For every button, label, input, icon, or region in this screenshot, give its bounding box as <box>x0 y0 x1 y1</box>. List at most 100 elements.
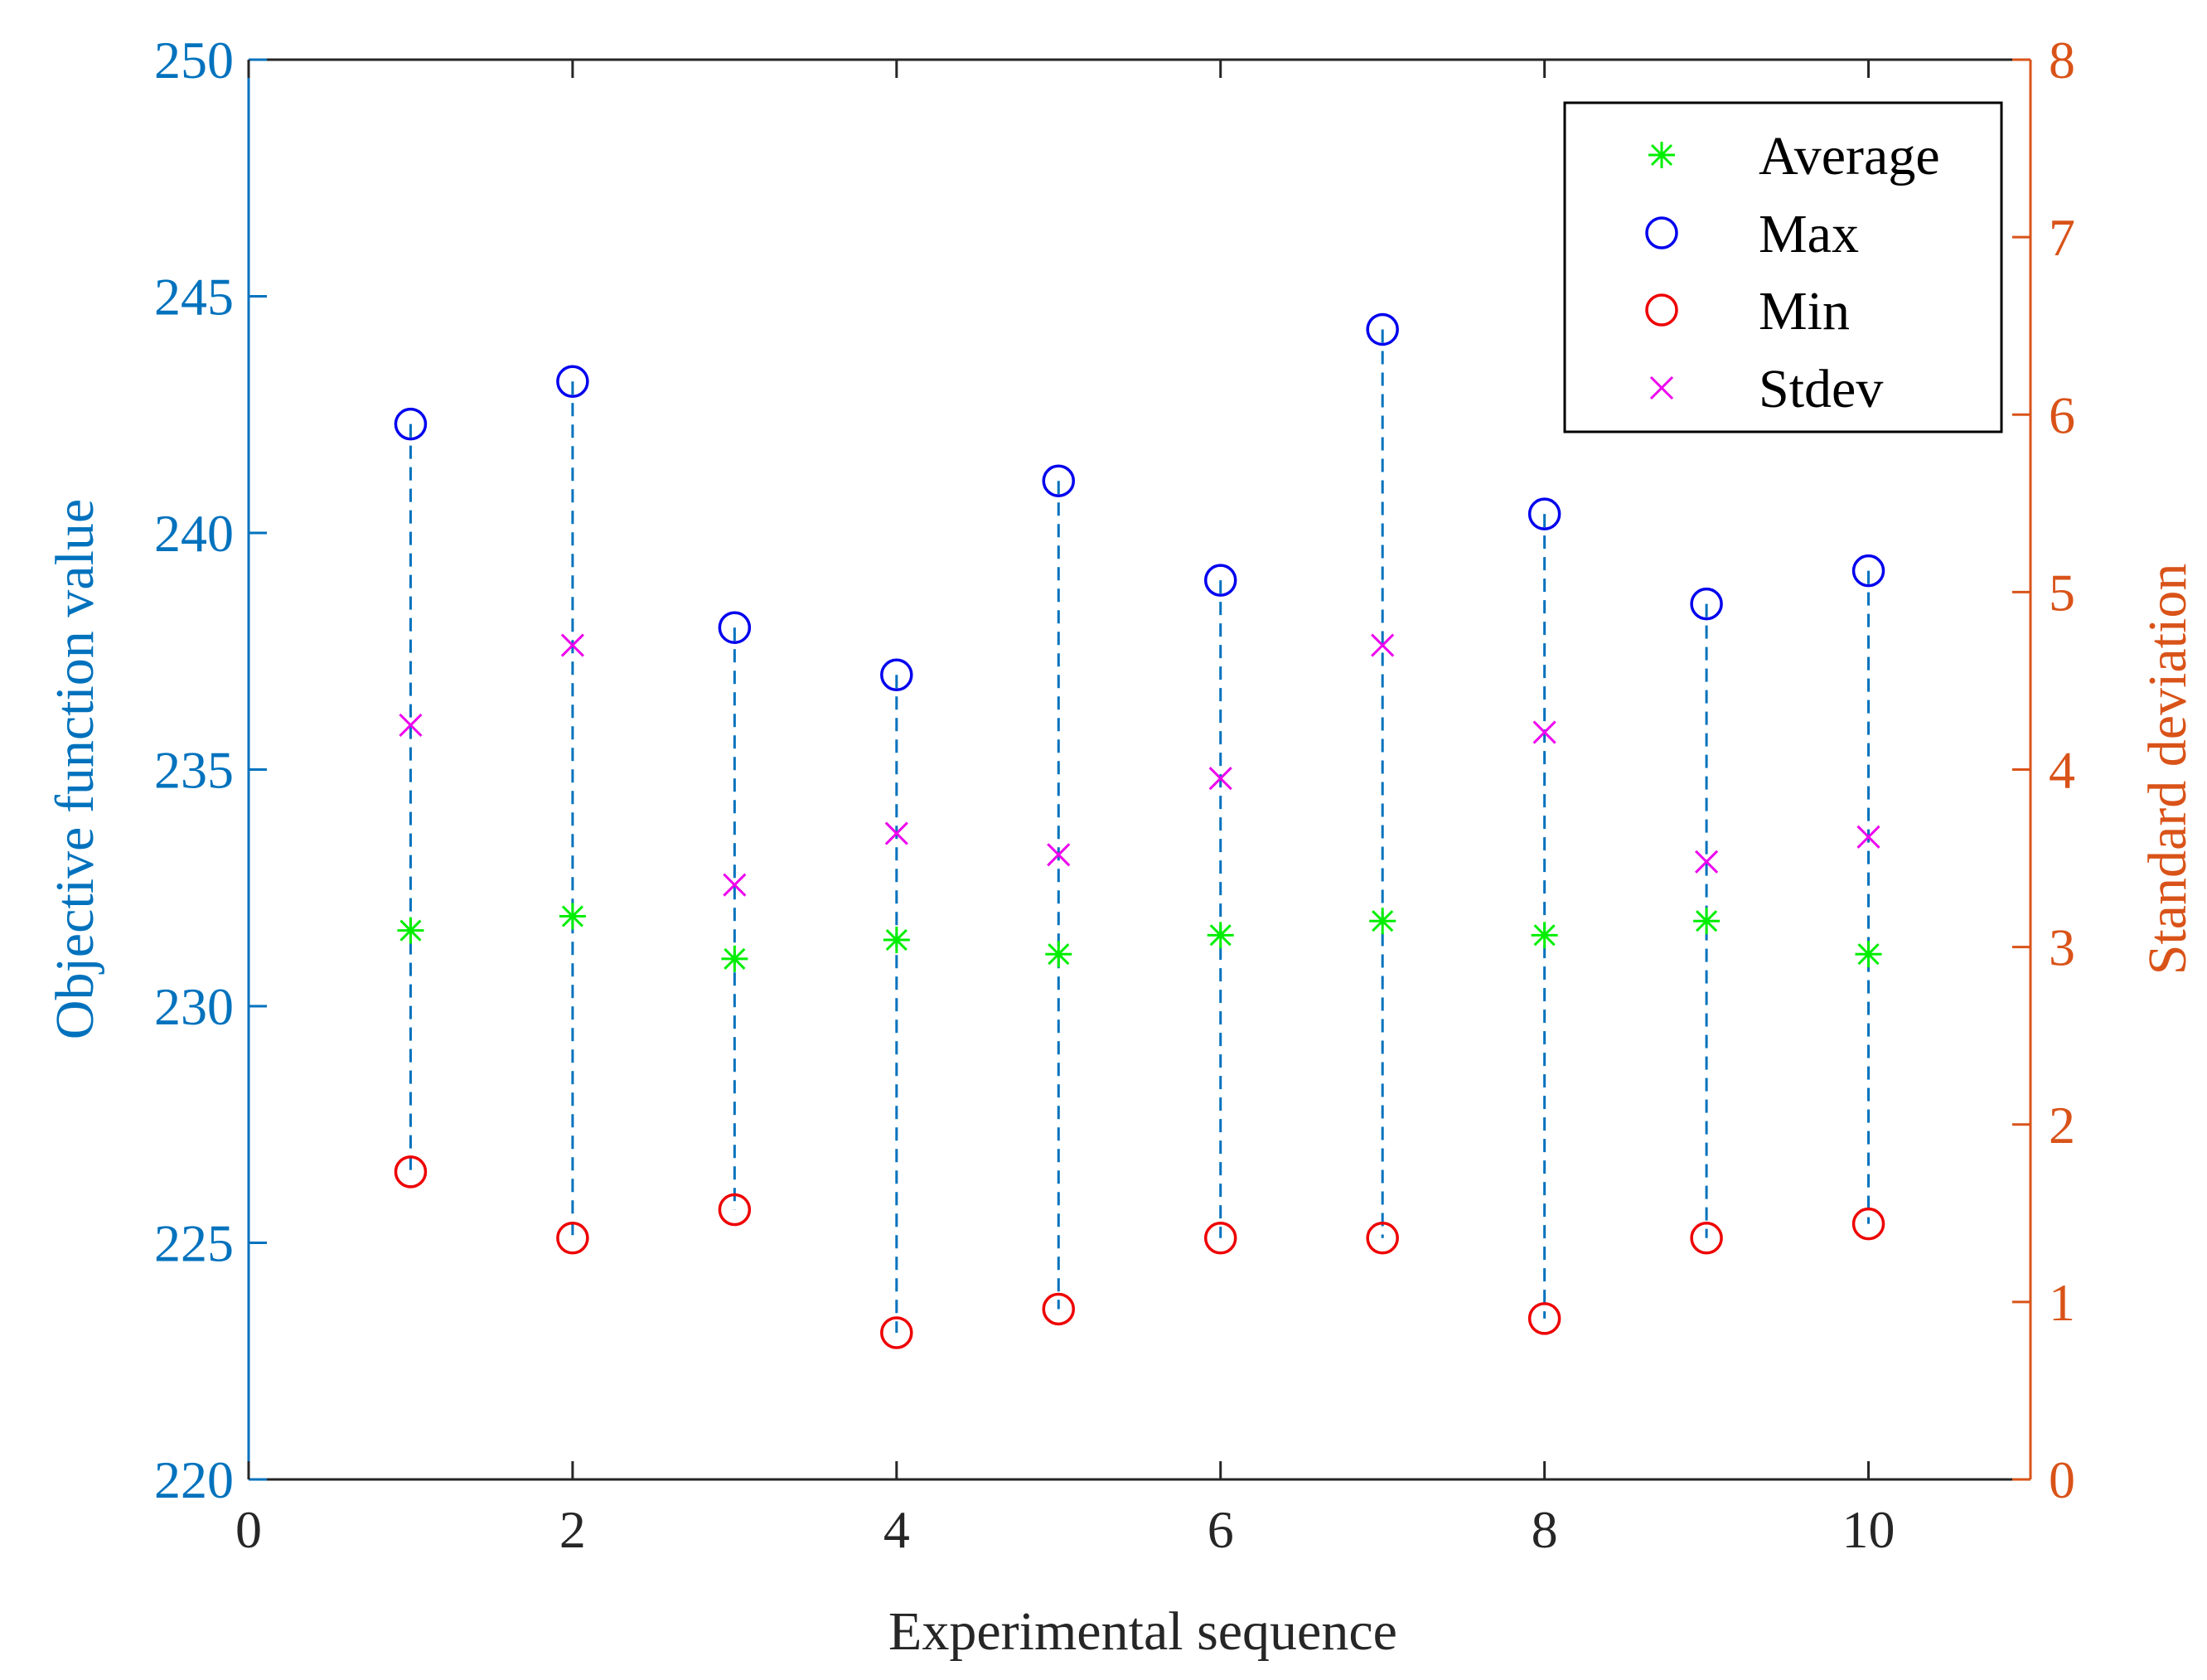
stdev-point-stroke <box>560 633 584 657</box>
average-point-stroke <box>561 905 583 927</box>
right-y-tick-label: 5 <box>2049 563 2075 622</box>
min-point <box>718 1193 752 1227</box>
average-point <box>1855 941 1882 968</box>
average-point-stroke <box>1696 910 1718 932</box>
legend-average-marker-stroke <box>1650 143 1673 167</box>
min-point <box>1203 1222 1237 1255</box>
right-y-tick-label: 2 <box>2049 1096 2075 1155</box>
left-y-axis-title: Objective function value <box>45 499 105 1039</box>
min-point <box>1690 1222 1723 1255</box>
max-point <box>718 611 752 644</box>
stdev-point-stroke <box>723 873 747 897</box>
max-point <box>1042 464 1076 497</box>
average-point-stroke <box>885 928 907 951</box>
legend-max-marker <box>1645 216 1678 249</box>
min-point <box>556 1222 589 1255</box>
max-point <box>1527 497 1561 530</box>
stdev-point <box>1532 720 1556 744</box>
right-y-tick-label: 8 <box>2049 31 2075 90</box>
x-tick-label: 0 <box>235 1500 262 1559</box>
legend-stdev-marker-stroke <box>1649 375 1674 400</box>
max-point <box>1851 554 1885 588</box>
average-point <box>1369 908 1396 935</box>
average-point <box>559 903 586 930</box>
max-point <box>556 365 589 399</box>
average-point-stroke <box>1048 943 1070 966</box>
left-y-tick-label: 250 <box>154 31 234 90</box>
legend-max-label: Max <box>1759 204 1859 264</box>
stdev-point-stroke <box>1532 720 1556 744</box>
right-y-tick-label: 3 <box>2049 918 2075 977</box>
min-point <box>880 1316 913 1349</box>
average-point <box>397 917 424 944</box>
stdev-point <box>884 821 908 845</box>
legend-stdev-marker <box>1649 375 1674 400</box>
min-point <box>1851 1207 1885 1241</box>
left-y-axis: 220 225 230 235 240 245 250 <box>154 31 267 1509</box>
stdev-point <box>1208 767 1232 791</box>
stdev-point <box>723 873 747 897</box>
right-y-axis-title: Standard deviation <box>2137 564 2198 976</box>
stdev-point <box>1371 633 1395 657</box>
stdev-point <box>1695 850 1719 874</box>
left-y-tick-label: 245 <box>154 268 234 327</box>
min-point <box>394 1155 428 1189</box>
x-axis-title: Experimental sequence <box>888 1601 1397 1662</box>
average-point <box>1693 908 1721 935</box>
x-axis: 0 2 4 6 8 10 <box>235 60 1895 1559</box>
stdev-point-stroke <box>1371 633 1395 657</box>
left-y-tick-label: 240 <box>154 504 234 563</box>
right-y-tick-label: 1 <box>2049 1273 2075 1332</box>
legend-min-marker <box>1645 293 1678 327</box>
left-y-tick-label: 235 <box>154 741 234 800</box>
legend-box <box>1563 101 2003 433</box>
average-point <box>721 945 748 972</box>
stdev-point <box>1856 825 1880 849</box>
legend-average-marker <box>1648 142 1675 168</box>
average-point-stroke <box>1533 924 1556 947</box>
stdev-point <box>399 713 423 738</box>
average-point-stroke <box>1372 910 1394 932</box>
max-point <box>1366 312 1399 346</box>
right-y-tick-label: 0 <box>2049 1450 2075 1509</box>
min-point <box>1366 1222 1399 1255</box>
stdev-point-stroke <box>884 821 908 845</box>
x-tick-label: 6 <box>1208 1500 1234 1559</box>
stdev-point-stroke <box>1856 825 1880 849</box>
stdev-point <box>560 633 584 657</box>
stdev-point-stroke <box>1208 767 1232 791</box>
right-y-tick-label: 7 <box>2049 208 2075 267</box>
x-tick-label: 10 <box>1842 1500 1895 1559</box>
max-point <box>1203 564 1237 597</box>
stdev-point <box>1047 843 1071 867</box>
max-point <box>880 658 913 692</box>
max-point <box>394 407 428 441</box>
x-tick-label: 2 <box>559 1500 586 1559</box>
stdev-point-stroke <box>1695 850 1719 874</box>
right-y-axis: 0 1 2 3 4 5 6 7 8 <box>2012 31 2075 1509</box>
average-point-stroke <box>399 919 422 942</box>
average-point <box>1207 922 1234 949</box>
right-y-tick-label: 4 <box>2049 741 2075 800</box>
average-point <box>1531 922 1558 949</box>
average-point-stroke <box>1857 943 1880 966</box>
plot-frame <box>249 58 2030 1481</box>
legend-min-label: Min <box>1759 281 1850 341</box>
average-point <box>1045 941 1072 968</box>
left-y-tick-label: 220 <box>154 1450 234 1509</box>
max-point <box>1690 587 1723 621</box>
legend-average-label: Average <box>1759 126 1940 186</box>
legend-stdev-label: Stdev <box>1759 359 1883 419</box>
x-tick-label: 4 <box>883 1500 910 1559</box>
stdev-point-stroke <box>399 713 423 738</box>
average-point <box>883 927 910 954</box>
min-point <box>1042 1292 1076 1326</box>
x-tick-label: 8 <box>1532 1500 1558 1559</box>
min-point <box>1527 1302 1561 1335</box>
legend: Average Max Min Stdev <box>1563 101 2003 433</box>
left-y-tick-label: 230 <box>154 977 234 1036</box>
average-point-stroke <box>724 947 746 970</box>
right-y-tick-label: 6 <box>2049 385 2075 444</box>
stdev-point-stroke <box>1047 843 1071 867</box>
